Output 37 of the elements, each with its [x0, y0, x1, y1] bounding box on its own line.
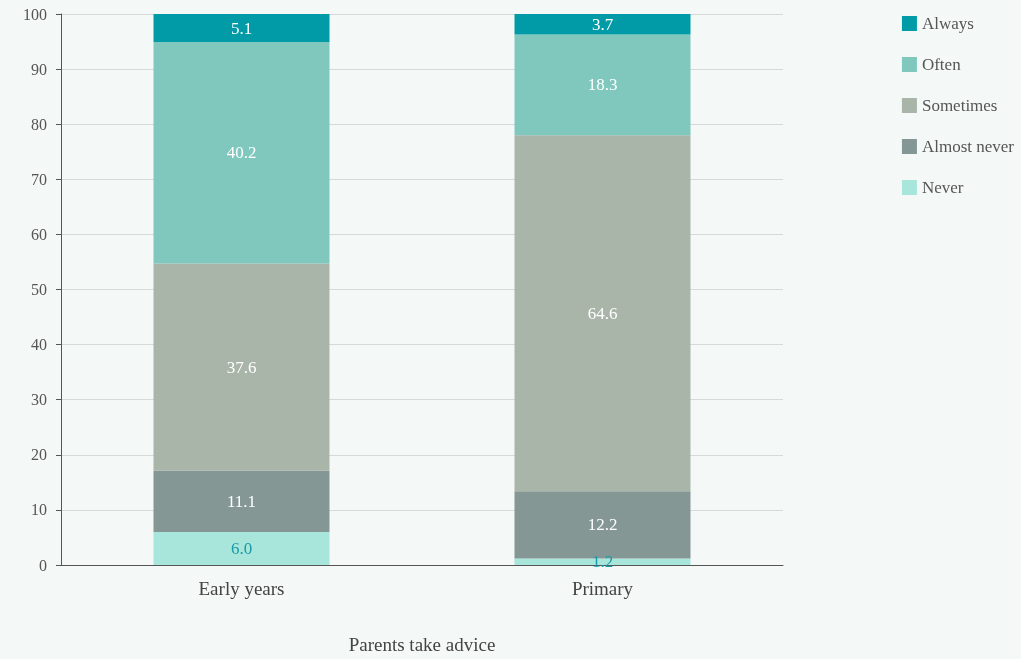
legend-label: Never — [921, 178, 964, 197]
x-axis-title: Parents take advice — [348, 634, 496, 655]
y-tick-label: 70 — [31, 170, 47, 188]
y-tick-label: 90 — [31, 60, 47, 78]
data-label: 11.1 — [226, 491, 257, 511]
x-tick-label: Early years — [198, 578, 285, 599]
x-tick-label: Primary — [571, 578, 634, 599]
bar — [153, 263, 330, 471]
y-tick-label: 10 — [31, 501, 47, 519]
bar — [514, 14, 691, 35]
data-label: 40.2 — [226, 143, 257, 163]
bar — [153, 531, 330, 565]
bar — [153, 470, 330, 532]
legend-label: Always — [921, 14, 974, 33]
data-label: 6.0 — [230, 538, 253, 558]
data-label: 12.2 — [587, 515, 618, 535]
y-tick-label: 20 — [31, 446, 47, 464]
bar — [514, 558, 691, 565]
bar — [153, 42, 330, 264]
data-label: 18.3 — [587, 75, 618, 95]
y-tick-label: 60 — [31, 225, 47, 243]
legend-label: Almost never — [921, 137, 1015, 156]
data-label: 3.7 — [591, 14, 614, 34]
y-tick-label: 100 — [23, 5, 47, 23]
data-label: 64.6 — [587, 303, 618, 323]
y-tick-label: 30 — [31, 391, 47, 409]
data-label: 5.1 — [230, 18, 253, 38]
bar — [514, 34, 691, 136]
legend-label: Often — [921, 55, 962, 74]
y-tick-label: 80 — [31, 115, 47, 133]
legend-label: Sometimes — [921, 96, 998, 115]
y-tick-label: 0 — [39, 556, 47, 574]
data-label: 37.6 — [226, 357, 257, 377]
bar — [153, 14, 330, 43]
y-tick-label: 50 — [31, 281, 47, 298]
y-tick-label: 40 — [31, 336, 47, 354]
bar — [514, 135, 691, 492]
